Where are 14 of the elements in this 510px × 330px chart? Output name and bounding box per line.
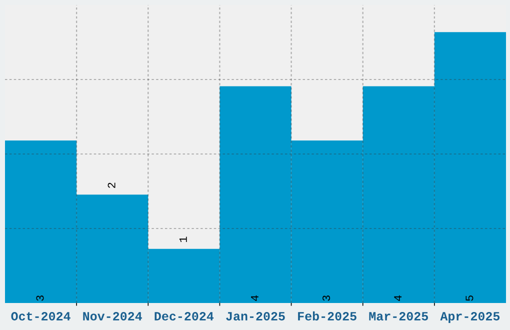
data-label: 5 [466, 296, 474, 301]
data-label: 3 [36, 296, 44, 301]
data-label: 2 [108, 182, 116, 188]
data-label: 3 [322, 296, 330, 301]
data-label: 1 [179, 236, 187, 242]
data-label: 4 [251, 295, 258, 301]
x-tick-label: Dec-2024 [154, 312, 214, 321]
x-tick-label: Mar-2025 [369, 312, 428, 321]
x-tick-label: Oct-2024 [11, 312, 70, 321]
x-tick-label: Apr-2025 [440, 312, 500, 323]
x-tick-label: Jan-2025 [226, 312, 285, 321]
data-label: 4 [394, 295, 402, 301]
x-tick-label: Feb-2025 [298, 311, 356, 321]
x-tick-label: Nov-2024 [83, 312, 142, 321]
